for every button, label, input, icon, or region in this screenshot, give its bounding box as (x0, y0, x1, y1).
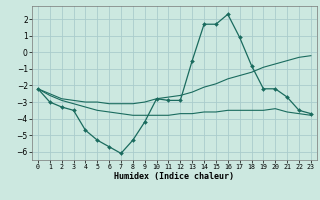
X-axis label: Humidex (Indice chaleur): Humidex (Indice chaleur) (115, 172, 234, 181)
